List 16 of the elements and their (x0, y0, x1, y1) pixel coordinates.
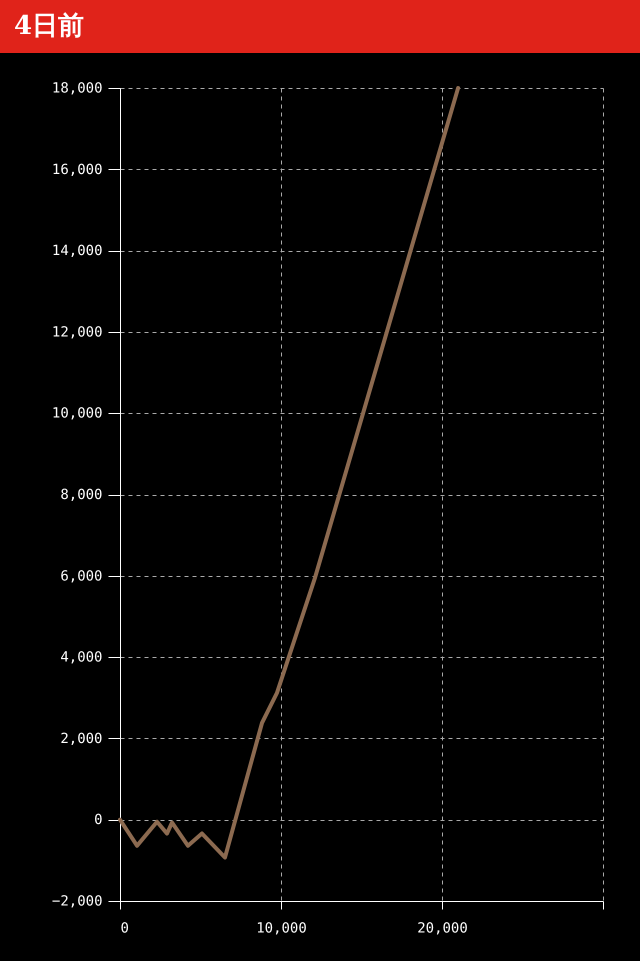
y-tick-label: 16,000 (52, 162, 102, 178)
chart-title: 4日前 (14, 11, 84, 41)
line-series (118, 86, 460, 860)
y-tick-label: 18,000 (52, 80, 102, 96)
y-tick-label: 12,000 (52, 324, 102, 340)
x-tick-label: 20,000 (417, 920, 468, 936)
x-tick-label: 0 (120, 920, 129, 936)
y-tick-label: 10,000 (52, 406, 102, 422)
y-tick-label: 6,000 (60, 568, 102, 584)
y-tick-label: 8,000 (60, 487, 102, 503)
y-tick-label: 0 (94, 812, 102, 828)
y-tick-label: 2,000 (60, 730, 102, 747)
x-tick-label: 10,000 (256, 920, 307, 936)
y-tick-label: 14,000 (52, 243, 102, 260)
y-tick-label: −2,000 (52, 894, 102, 910)
y-tick-label: 4,000 (60, 650, 102, 666)
